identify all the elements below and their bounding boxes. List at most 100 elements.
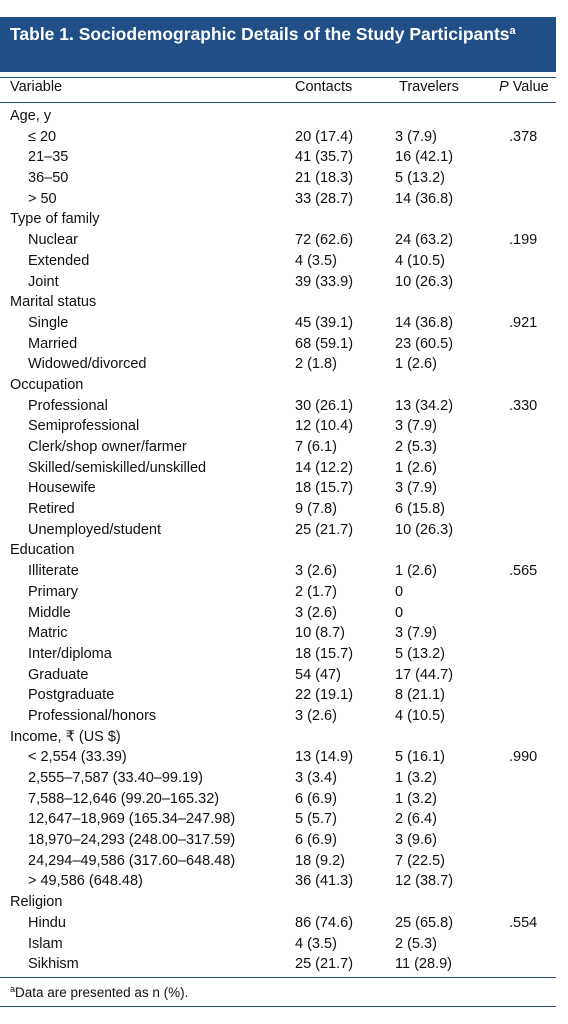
cell-travelers: 1 (2.6) bbox=[395, 356, 437, 373]
header-travelers: Travelers bbox=[399, 79, 459, 95]
cell-travelers: 1 (3.2) bbox=[395, 770, 437, 786]
table-row: Single 45 (39.1) 14 (36.8) .921 bbox=[0, 313, 556, 334]
cell-variable: Sikhism bbox=[28, 956, 79, 973]
cell-contacts: 20 (17.4) bbox=[295, 128, 354, 145]
cell-contacts: 3 (2.6) bbox=[295, 604, 337, 621]
header-contacts: Contacts bbox=[295, 79, 353, 95]
cell-p-value: .921 bbox=[509, 314, 538, 331]
cell-travelers: 12 (38.7) bbox=[395, 873, 454, 890]
cell-contacts: 9 (7.8) bbox=[295, 501, 337, 518]
cell-variable: Skilled/semiskilled/unskilled bbox=[28, 459, 207, 476]
table-row: 12,647–18,969 (165.34–247.98) 5 (5.7) 2 (6… bbox=[0, 809, 556, 830]
table-row: > 50 33 (28.7) 14 (36.8) bbox=[0, 189, 556, 210]
cell-variable: 36–50 bbox=[28, 170, 69, 187]
cell-variable: Education bbox=[10, 542, 75, 559]
cell-contacts: 25 (21.7) bbox=[295, 521, 354, 538]
table-row: > 49,586 (648.48) 36 (41.3) 12 (38.7) bbox=[0, 871, 556, 892]
cell-travelers: 3 (7.9) bbox=[395, 480, 437, 497]
header-p-value: P Value bbox=[499, 79, 549, 95]
cell-contacts: 12 (10.4) bbox=[295, 418, 354, 435]
footnote-bottom-rule bbox=[0, 1006, 556, 1007]
cell-variable: Semiprofessional bbox=[28, 418, 140, 435]
cell-variable: Retired bbox=[28, 501, 75, 518]
table-title-text: Table 1. Sociodemographic Details of the… bbox=[10, 24, 510, 44]
cell-variable: Income, ₹ (US $) bbox=[10, 728, 121, 745]
cell-travelers: 14 (36.8) bbox=[395, 314, 454, 331]
cell-travelers: 7 (22.5) bbox=[395, 852, 445, 869]
cell-travelers: 10 (26.3) bbox=[395, 521, 454, 538]
cell-variable: Marital status bbox=[10, 294, 97, 311]
cell-contacts: 21 (18.3) bbox=[295, 170, 354, 187]
cell-travelers: 11 (28.9) bbox=[395, 956, 452, 973]
cell-contacts: 68 (59.1) bbox=[295, 335, 354, 352]
cell-variable: 12,647–18,969 (165.34–247.98) bbox=[28, 811, 236, 828]
cell-travelers: 13 (34.2) bbox=[395, 397, 454, 414]
table-row: Hindu 86 (74.6) 25 (65.8) .554 bbox=[0, 913, 556, 934]
cell-variable: Professional/honors bbox=[28, 707, 157, 724]
cell-travelers: 1 (3.2) bbox=[395, 790, 437, 807]
table-row: Matric 10 (8.7) 3 (7.9) bbox=[0, 623, 556, 644]
cell-travelers: 4 (10.5) bbox=[395, 707, 445, 724]
cell-contacts: 22 (19.1) bbox=[295, 687, 354, 704]
table-row: 2,555–7,587 (33.40–99.19) 3 (3.4) 1 (3.2) bbox=[0, 768, 556, 789]
cell-variable: Single bbox=[28, 314, 69, 331]
cell-variable: 2,555–7,587 (33.40–99.19) bbox=[28, 770, 203, 786]
cell-variable: Professional bbox=[28, 397, 108, 414]
footnote-text: Data are presented as n (%). bbox=[15, 985, 189, 1000]
table-row: 18,970–24,293 (248.00–317.59) 6 (6.9) 3 (9… bbox=[0, 830, 556, 851]
cell-variable: Inter/diploma bbox=[28, 645, 112, 662]
cell-contacts: 2 (1.7) bbox=[295, 583, 337, 600]
cell-variable: Hindu bbox=[28, 914, 66, 931]
cell-variable: Occupation bbox=[10, 376, 84, 393]
table-group-row: Marital status bbox=[0, 292, 556, 313]
cell-travelers: 5 (13.2) bbox=[395, 645, 445, 662]
cell-contacts: 13 (14.9) bbox=[295, 749, 354, 766]
cell-travelers: 0 bbox=[395, 583, 404, 600]
cell-variable: 24,294–49,586 (317.60–648.48) bbox=[28, 852, 236, 869]
cell-contacts: 54 (47) bbox=[295, 666, 341, 683]
cell-contacts: 33 (28.7) bbox=[295, 190, 354, 207]
cell-contacts: 3 (3.4) bbox=[295, 770, 337, 786]
table-row: 36–50 21 (18.3) 5 (13.2) bbox=[0, 168, 556, 189]
footnote-superscript: a bbox=[10, 984, 16, 994]
header-p-italic: P bbox=[499, 79, 509, 95]
cell-p-value: .378 bbox=[509, 128, 538, 145]
table-header: Variable Contacts Travelers P Value bbox=[0, 79, 556, 99]
table-row: Clerk/shop owner/farmer 7 (6.1) 2 (5.3) bbox=[0, 437, 556, 458]
table-row: Primary 2 (1.7) 0 bbox=[0, 582, 556, 603]
table-footnote: aData are presented as n (%). bbox=[10, 984, 189, 1001]
cell-travelers: 3 (7.9) bbox=[395, 625, 437, 642]
table-group-row: Occupation bbox=[0, 375, 556, 396]
cell-contacts: 5 (5.7) bbox=[295, 811, 337, 828]
cell-contacts: 72 (62.6) bbox=[295, 232, 354, 249]
table-bottom-rule bbox=[0, 977, 556, 978]
cell-variable: Clerk/shop owner/farmer bbox=[28, 439, 187, 455]
cell-variable: Postgraduate bbox=[28, 687, 115, 704]
table-row: Married 68 (59.1) 23 (60.5) bbox=[0, 334, 556, 355]
table-title-superscript: a bbox=[509, 25, 516, 37]
table-row: Joint 39 (33.9) 10 (26.3) bbox=[0, 272, 556, 293]
cell-travelers: 17 (44.7) bbox=[395, 666, 454, 683]
cell-travelers: 4 (10.5) bbox=[395, 252, 445, 269]
cell-contacts: 2 (1.8) bbox=[295, 356, 337, 373]
cell-travelers: 23 (60.5) bbox=[395, 335, 454, 352]
table-row: 21–35 41 (35.7) 16 (42.1) bbox=[0, 147, 556, 168]
header-bottom-rule bbox=[0, 102, 556, 103]
cell-variable: Nuclear bbox=[28, 232, 78, 249]
cell-travelers: 2 (5.3) bbox=[395, 439, 437, 455]
table-body: Age, y ≤ 20 20 (17.4) 3 (7.9) .378 21–35 41 (3… bbox=[0, 106, 556, 975]
table-row: Postgraduate 22 (19.1) 8 (21.1) bbox=[0, 685, 556, 706]
cell-variable: Extended bbox=[28, 252, 90, 269]
cell-p-value: .330 bbox=[509, 397, 538, 414]
cell-variable: Religion bbox=[10, 894, 63, 911]
cell-travelers: 2 (5.3) bbox=[395, 935, 437, 952]
cell-travelers: 6 (15.8) bbox=[395, 501, 445, 518]
cell-travelers: 8 (21.1) bbox=[395, 687, 445, 704]
table-row: < 2,554 (33.39) 13 (14.9) 5 (16.1) .990 bbox=[0, 747, 556, 768]
cell-variable: Islam bbox=[28, 935, 63, 952]
cell-contacts: 86 (74.6) bbox=[295, 914, 354, 931]
cell-contacts: 18 (9.2) bbox=[295, 852, 345, 869]
cell-variable: Widowed/divorced bbox=[28, 356, 147, 373]
cell-contacts: 39 (33.9) bbox=[295, 273, 354, 290]
cell-contacts: 6 (6.9) bbox=[295, 790, 337, 807]
